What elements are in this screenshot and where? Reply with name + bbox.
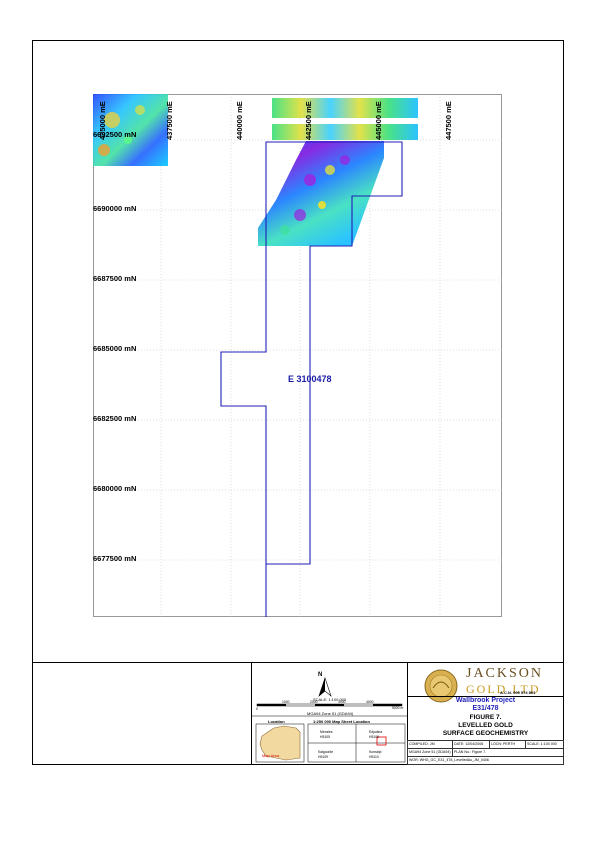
scale-tick: 4000 [366,700,374,704]
northing-label: 6692500 mN [93,130,137,139]
figure-title-line1: LEVELLED GOLD [458,722,513,729]
project-name: Wallbrook Project [455,697,516,704]
scale-and-location [252,677,407,763]
raster-main-body [258,141,384,246]
company-logo-icon [424,669,458,703]
scale-tick: 2000 [310,700,318,704]
tenement-label: E 3100478 [288,374,332,384]
scale-ratio: SCALE: 1:100 000 [313,697,347,702]
company-name-line1: JACKSON [466,666,544,681]
figure-number: FIGURE 7. [469,714,502,721]
sheet-title: 1:250 000 Map Sheet Location [313,719,370,724]
sheet-name: Kurnalpi [369,750,382,754]
scale-tick: 0 [256,707,258,711]
easting-label: 442500 mE [304,101,313,140]
scale-tick: 1000 [282,700,290,704]
north-arrow-icon [318,677,332,697]
project-tenement: E31/478 [472,705,499,712]
northing-label: 6685000 mN [93,344,137,353]
sheet-code: H5105 [320,735,330,739]
sheet-name: Kalgoorlie [318,750,334,754]
titleblock-divider-v1 [251,663,252,765]
raster-north-strip-1 [272,98,418,118]
sheet-code: H5106 [369,735,379,739]
easting-label: 437500 mE [165,101,174,140]
sheet-code: H5109 [318,755,328,759]
company-name-line2: GOLD LTD [466,682,541,696]
titleblock-divider-v2 [407,663,408,765]
northing-label: 6677500 mN [93,554,137,563]
map-area-label: Map Area [262,753,280,758]
tenement-boundary [220,141,403,617]
north-label: N [318,672,323,678]
scale-bar [256,703,403,707]
northing-label: 6690000 mN [93,204,137,213]
company-acn: A.C.N. 009 574 861 [500,690,536,695]
wa-outline-icon [259,725,301,761]
northing-label: 6682500 mN [93,414,137,423]
titleblock-divider [32,662,564,663]
sheet-name: Menzies [320,730,333,734]
sheet-code: H5110 [369,755,379,759]
geochem-raster [93,94,418,246]
sheet-name: Edjudina [369,730,383,734]
scale-tick: 3000 [338,700,346,704]
location-label: Location [268,719,285,724]
easting-label: 445000 mE [374,101,383,140]
project-location-marker [376,736,387,746]
file-cell: WOR: WHG_GC_E31_478_LevelledAu_JM_0406 [407,756,564,765]
raster-north-strip-2 [272,124,418,140]
projection-label: MGA94 Zone 51 (GDA94) [307,711,354,716]
divider [407,696,564,697]
figure-title-line2: SURFACE GEOCHEMISTRY [442,730,529,737]
northing-label: 6680000 mN [93,484,137,493]
northing-label: 6687500 mN [93,274,137,283]
easting-label: 447500 mE [444,101,453,140]
scale-tick: 5000 m [392,706,404,710]
page-frame [32,40,564,765]
easting-label: 440000 mE [235,101,244,140]
